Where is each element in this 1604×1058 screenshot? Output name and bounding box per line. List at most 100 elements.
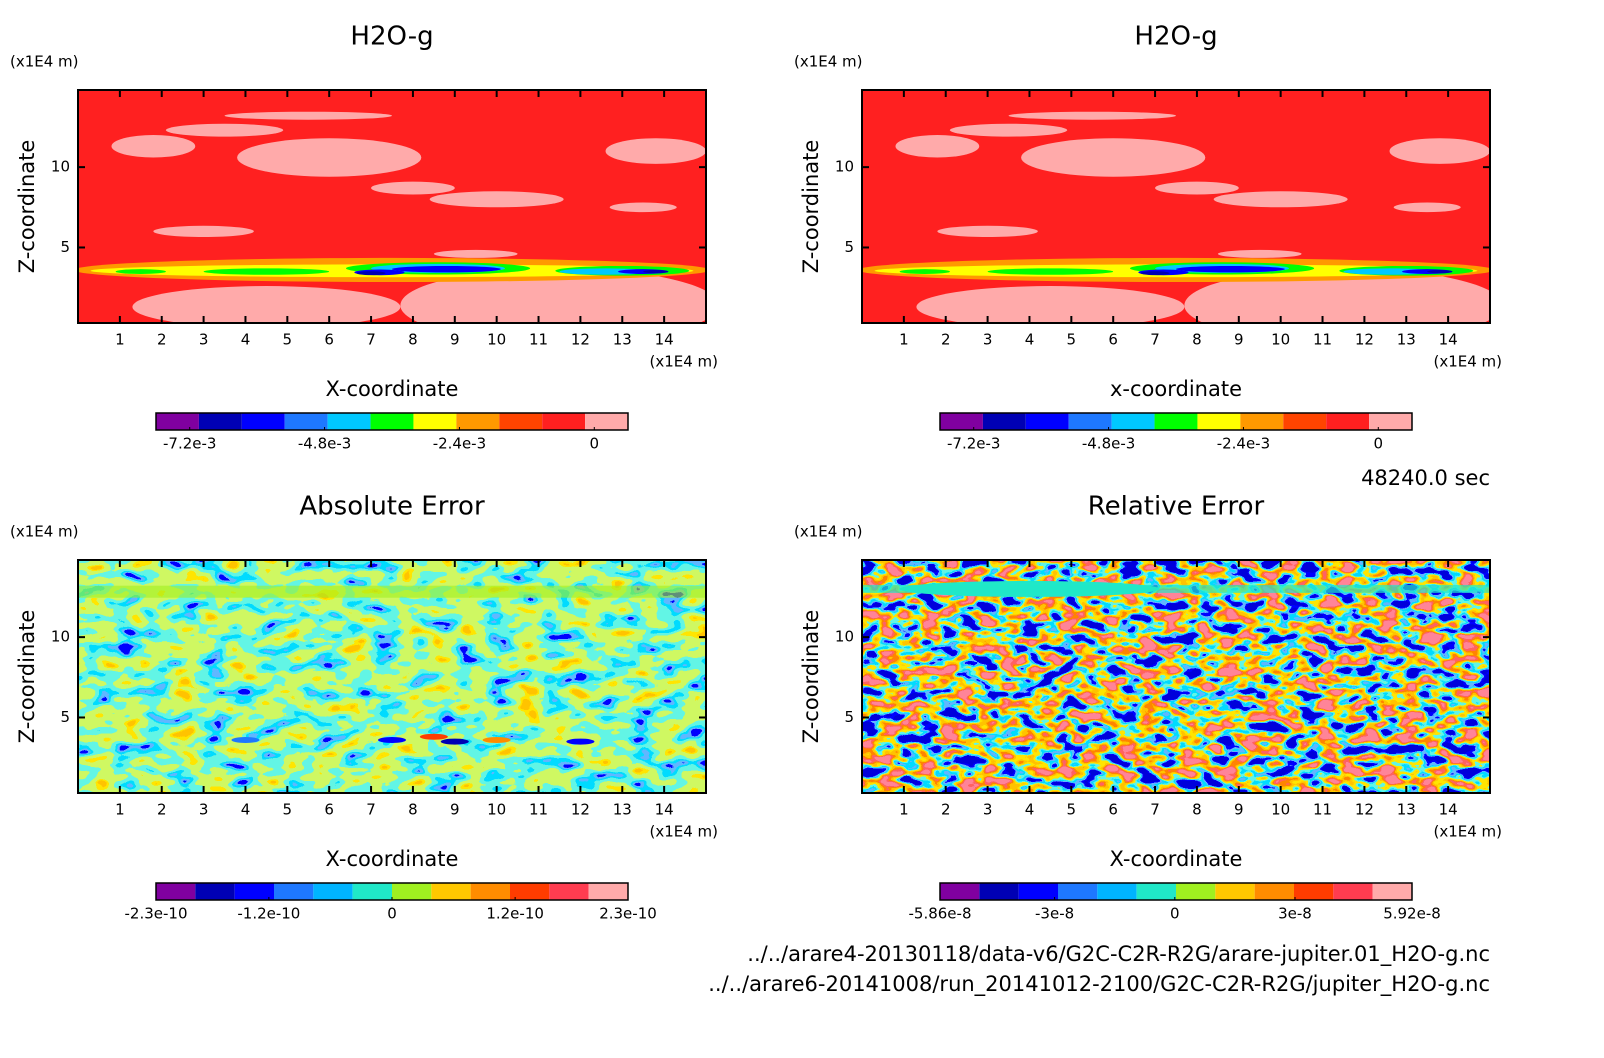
colorbar-tick-label: -2.3e-10 — [125, 905, 188, 923]
x-tick-label: 3 — [199, 801, 209, 819]
field-patch — [132, 286, 401, 323]
colorbar-swatch — [979, 883, 1019, 900]
colorbar-swatch — [392, 883, 432, 900]
colorbar-swatch — [313, 883, 353, 900]
colorbar-swatch — [1176, 883, 1216, 900]
colorbar-swatch — [370, 413, 414, 430]
colorbar-swatch — [1025, 413, 1069, 430]
x-tick-label: 3 — [983, 331, 993, 349]
y-tick-label: 5 — [60, 708, 70, 726]
x-tick-label: 1 — [115, 331, 125, 349]
x-tick-label: 10 — [487, 331, 506, 349]
field-patch — [224, 111, 392, 120]
colorbar-tick-label: 3e-8 — [1278, 905, 1312, 923]
x-tick-label: 11 — [529, 331, 548, 349]
x-axis-label: X-coordinate — [1110, 847, 1243, 871]
colorbar-swatch — [510, 883, 550, 900]
x-tick-label: 2 — [941, 331, 951, 349]
field-patch — [1176, 265, 1285, 273]
colorbar-swatch — [156, 883, 196, 900]
x-tick-label: 10 — [1271, 331, 1290, 349]
field-patch — [356, 271, 386, 276]
field-patch — [643, 269, 669, 274]
colorbar-tick-label: 0 — [1170, 905, 1180, 923]
x-tick-label: 11 — [1313, 801, 1332, 819]
field-patch — [482, 736, 511, 743]
field-patch — [371, 181, 455, 195]
field — [862, 560, 1490, 793]
y-tick-label: 5 — [844, 708, 854, 726]
colorbar-swatch — [274, 883, 314, 900]
field-patch — [566, 738, 595, 745]
colorbar-swatch — [549, 883, 589, 900]
y-axis-label: Z-coordinate — [799, 610, 823, 744]
field-patch — [1155, 181, 1239, 195]
x-tick-label: 13 — [613, 331, 632, 349]
field-patch — [609, 202, 677, 213]
x-tick-label: 9 — [1234, 801, 1244, 819]
field-patch — [231, 736, 260, 743]
colorbar-tick-label: -7.2e-3 — [163, 435, 216, 453]
field-patch — [937, 225, 1038, 238]
x-axis-label: X-coordinate — [326, 377, 459, 401]
panel: H2O-g(x1E4 m)1 2 3 4 5 6 7 8 9 10 11 12 13 14510(x1E4… — [794, 22, 1502, 453]
colorbar-swatch — [1369, 413, 1412, 430]
colorbar-swatch — [588, 883, 628, 900]
colorbar-swatch — [585, 413, 628, 430]
x-tick-label: 6 — [1108, 331, 1118, 349]
field-patch — [605, 138, 706, 164]
y-tick-label: 10 — [51, 628, 70, 646]
colorbar-tick-label: 5.92e-8 — [1383, 905, 1441, 923]
colorbar-swatch — [1197, 413, 1241, 430]
field — [862, 90, 1490, 323]
colorbar-swatch — [198, 413, 242, 430]
x-tick-label: 2 — [157, 331, 167, 349]
colorbar-swatch — [1058, 883, 1098, 900]
colorbar-frame — [939, 882, 1413, 901]
y-unit: (x1E4 m) — [10, 53, 79, 71]
x-tick-label: 2 — [157, 801, 167, 819]
colorbar-swatch — [1283, 413, 1327, 430]
x-tick-label: 7 — [1150, 801, 1160, 819]
x-tick-label: 12 — [1355, 331, 1374, 349]
x-tick-label: 9 — [1234, 331, 1244, 349]
colorbar-swatch — [234, 883, 274, 900]
field-patch — [115, 269, 166, 274]
field-patch — [949, 123, 1068, 137]
y-unit: (x1E4 m) — [10, 523, 79, 541]
x-tick-label: 14 — [655, 331, 674, 349]
field-patch — [1393, 202, 1461, 213]
field-background — [862, 560, 1490, 793]
y-unit: (x1E4 m) — [794, 53, 863, 71]
x-tick-label: 7 — [366, 331, 376, 349]
y-axis-label: Z-coordinate — [15, 610, 39, 744]
colorbar-swatch — [470, 883, 510, 900]
colorbar-swatch — [1215, 883, 1255, 900]
field — [78, 90, 706, 323]
colorbar-tick-label: 0 — [590, 435, 600, 453]
field-patch — [203, 268, 330, 275]
y-tick-label: 10 — [51, 158, 70, 176]
field-patch — [429, 191, 564, 208]
chart-title: H2O-g — [1134, 22, 1217, 52]
colorbar-tick-label: 0 — [1374, 435, 1384, 453]
field-background — [78, 560, 706, 793]
x-tick-label: 13 — [1397, 801, 1416, 819]
colorbar-swatch — [327, 413, 371, 430]
colorbar-swatch — [1254, 883, 1294, 900]
panel: H2O-g(x1E4 m)1 2 3 4 5 6 7 8 9 10 11 12 13 14510(x1E4… — [10, 22, 718, 453]
colorbar-swatch — [499, 413, 543, 430]
field-patch — [165, 123, 284, 137]
field-patch — [1427, 269, 1453, 274]
colorbar-frame — [155, 412, 629, 431]
colorbar-swatch — [1372, 883, 1412, 900]
x-tick-label: 8 — [408, 331, 418, 349]
field-patch — [440, 738, 469, 745]
colorbar-tick-label: -2.4e-3 — [433, 435, 486, 453]
x-tick-label: 12 — [1355, 801, 1374, 819]
x-tick-label: 3 — [983, 801, 993, 819]
colorbar-swatch — [413, 413, 457, 430]
colorbar-swatch — [1240, 413, 1284, 430]
